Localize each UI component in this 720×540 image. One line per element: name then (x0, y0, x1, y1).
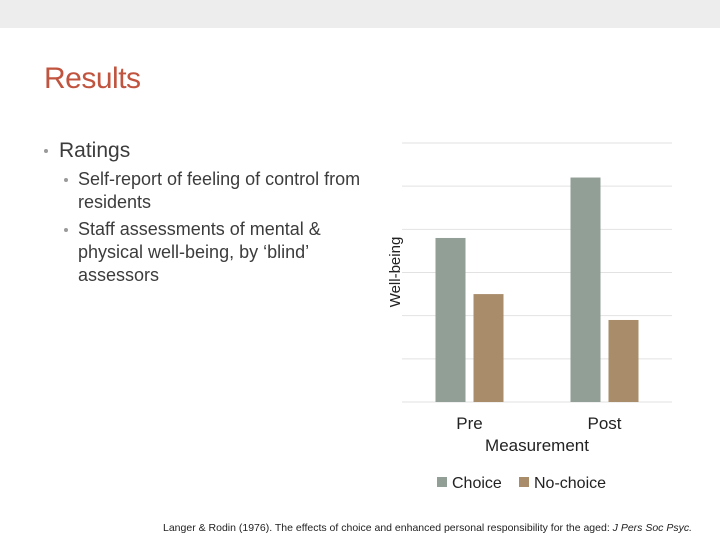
bar-choice-post (570, 177, 601, 402)
bullet-dot (64, 178, 68, 182)
x-axis-label: Measurement (485, 436, 589, 455)
legend-swatch-choice (437, 477, 447, 487)
bullet-level1: Ratings (44, 138, 364, 164)
citation-journal: J Pers Soc Psyc. (612, 522, 693, 534)
bullet-self-report-text: Self-report of feeling of control from r… (78, 169, 361, 212)
top-band (0, 0, 720, 28)
slide-title: Results (44, 62, 141, 95)
bullet-dot (64, 228, 68, 232)
citation-text: Langer & Rodin (1976). The effects of ch… (163, 522, 613, 534)
bars (435, 177, 639, 402)
bullet-staff-assessments-text: Staff assessments of mental & physical w… (78, 219, 321, 285)
legend-label-choice: Choice (452, 475, 502, 492)
y-axis-label: Well-being (387, 237, 404, 308)
bullet-staff-assessments: Staff assessments of mental & physical w… (64, 218, 364, 287)
bar-choice-pre (435, 237, 466, 402)
x-tick-label-pre: Pre (456, 414, 482, 433)
citation: Langer & Rodin (1976). The effects of ch… (163, 522, 692, 534)
legend-label-no-choice: No-choice (534, 475, 606, 492)
bar-no-choice-post (608, 319, 639, 402)
legend-swatch-no-choice (519, 477, 529, 487)
bullet-self-report: Self-report of feeling of control from r… (64, 168, 364, 214)
legend: Choice No-choice (437, 475, 606, 492)
bar-no-choice-pre (473, 294, 504, 402)
bullet-list: Ratings Self-report of feeling of contro… (44, 138, 364, 287)
bullet-dot (44, 149, 48, 153)
bullet-level1-text: Ratings (59, 139, 131, 162)
x-tick-label-post: Post (587, 414, 621, 433)
x-tick-labels: Pre Post (456, 414, 622, 433)
